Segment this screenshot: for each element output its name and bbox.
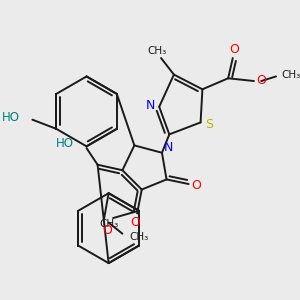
Text: CH₃: CH₃ xyxy=(130,232,149,242)
Text: O: O xyxy=(130,216,140,229)
Text: N: N xyxy=(164,141,173,154)
Text: O: O xyxy=(191,179,201,192)
Text: O: O xyxy=(102,224,112,236)
Text: N: N xyxy=(145,99,155,112)
Text: HO: HO xyxy=(56,137,74,150)
Text: S: S xyxy=(205,118,213,131)
Text: CH₃: CH₃ xyxy=(100,219,119,229)
Text: CH₃: CH₃ xyxy=(148,46,167,56)
Text: O: O xyxy=(230,43,239,56)
Text: CH₃: CH₃ xyxy=(281,70,300,80)
Text: O: O xyxy=(257,74,266,87)
Text: HO: HO xyxy=(2,111,20,124)
